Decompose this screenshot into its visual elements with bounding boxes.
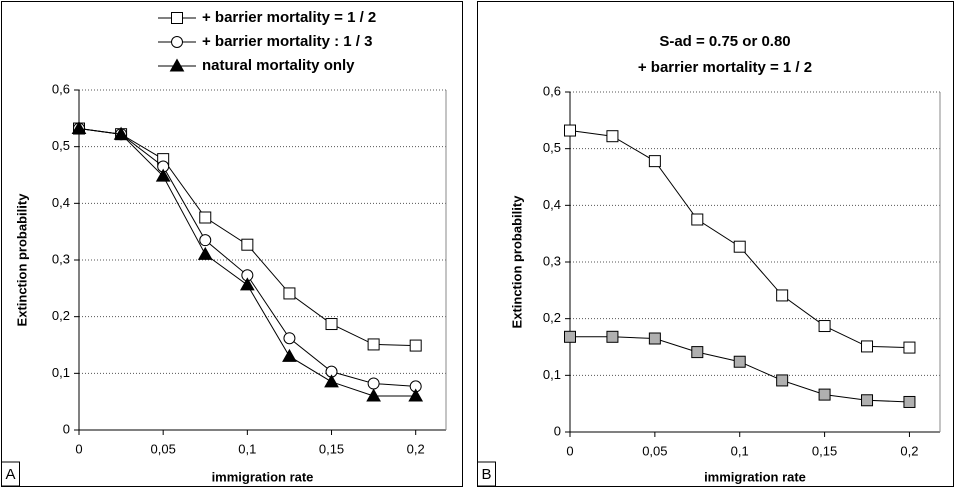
y-tick-label: 0	[554, 423, 561, 438]
marker	[71, 121, 87, 135]
x-tick-label: 0,05	[642, 443, 667, 458]
marker	[199, 211, 212, 224]
chart-title: S-ad = 0.75 or 0.80	[659, 33, 790, 50]
chart-subtitle: + barrier mortality = 1 / 2	[638, 59, 812, 76]
x-tick-label: 0,1	[238, 441, 256, 456]
marker	[283, 287, 296, 300]
legend-label: + barrier mortality = 1 / 2	[202, 9, 376, 26]
marker	[776, 374, 789, 387]
marker	[408, 388, 424, 402]
marker	[241, 238, 254, 251]
panel-label-box	[477, 461, 496, 487]
series-line	[78, 128, 416, 347]
marker	[409, 339, 422, 352]
x-tick-label: 0,1	[731, 443, 749, 458]
x-axis-label: immigration rate	[212, 469, 314, 484]
x-tick-label: 0,05	[151, 441, 176, 456]
marker	[155, 168, 171, 182]
y-axis-label: Extinction probability	[14, 193, 29, 327]
marker	[324, 374, 339, 388]
series-line	[570, 336, 910, 403]
y-tick-label: 0,4	[52, 195, 70, 210]
legend-label: natural mortality only	[202, 57, 355, 74]
x-tick-label: 0,2	[900, 443, 918, 458]
legend-marker	[169, 58, 185, 72]
y-tick-label: 0	[63, 421, 70, 436]
y-tick-label: 0,6	[543, 83, 561, 98]
x-tick-label: 0,15	[319, 441, 344, 456]
series-line	[78, 128, 416, 387]
panel-label-box	[1, 461, 20, 487]
y-tick-label: 0,4	[543, 197, 561, 212]
panel-label: A	[5, 466, 15, 483]
series-line	[78, 128, 416, 397]
marker	[367, 377, 380, 390]
y-tick-label: 0,1	[52, 365, 70, 380]
marker	[776, 289, 789, 302]
marker	[606, 330, 619, 343]
marker	[325, 318, 338, 331]
marker	[648, 155, 661, 168]
y-tick-label: 0,6	[52, 81, 70, 96]
x-axis-label: immigration rate	[704, 469, 806, 484]
marker	[691, 346, 704, 359]
y-tick-label: 0,5	[52, 138, 70, 153]
marker	[818, 320, 831, 333]
marker	[283, 332, 296, 345]
y-tick-label: 0,3	[52, 251, 70, 266]
marker	[113, 126, 129, 140]
x-tick-label: 0,2	[407, 441, 425, 456]
marker	[239, 277, 255, 291]
y-tick-label: 0,5	[543, 140, 561, 155]
marker	[564, 330, 576, 343]
legend-marker	[171, 12, 183, 24]
y-tick-label: 0,3	[543, 253, 561, 268]
x-tick-label: 0,15	[812, 443, 837, 458]
series-line	[569, 130, 910, 349]
marker	[691, 213, 704, 226]
marker	[606, 130, 619, 143]
panel-frame	[1, 1, 463, 487]
panel-label: B	[481, 466, 491, 483]
marker	[861, 394, 874, 407]
marker	[903, 395, 916, 408]
legend-label: + barrier mortality : 1 / 3	[202, 33, 373, 50]
legend-marker	[171, 36, 183, 48]
marker	[199, 234, 212, 247]
y-tick-label: 0,2	[543, 310, 561, 325]
marker	[733, 240, 746, 253]
y-tick-label: 0,1	[543, 367, 561, 382]
y-axis-label: Extinction probability	[509, 195, 524, 329]
marker	[648, 332, 661, 345]
x-tick-label: 0	[75, 441, 82, 456]
y-tick-label: 0,2	[52, 308, 70, 323]
marker	[282, 348, 297, 362]
marker	[818, 388, 831, 401]
marker	[564, 124, 576, 137]
marker	[366, 388, 381, 402]
marker	[367, 338, 380, 351]
x-tick-label: 0	[566, 443, 573, 458]
marker	[861, 340, 874, 353]
marker	[903, 341, 916, 354]
marker	[197, 246, 213, 260]
panel-frame	[477, 1, 954, 487]
marker	[733, 355, 746, 368]
